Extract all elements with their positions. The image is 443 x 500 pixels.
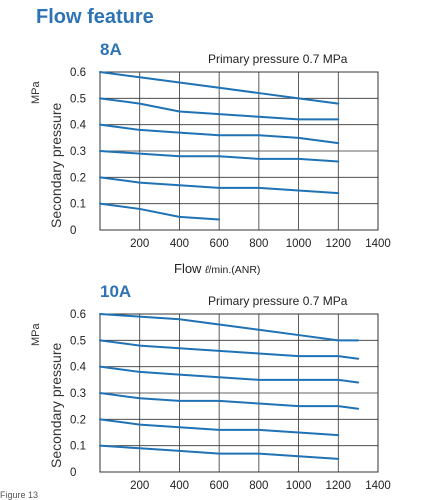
chart2-series-5	[99, 418, 340, 437]
chart1-ytick-label: 0.5	[70, 93, 86, 105]
chart1-xtick-label: 400	[170, 238, 189, 250]
chart1-xtick-label: 600	[210, 238, 229, 250]
chart2-xtick-label: 600	[210, 480, 229, 492]
chart2-series-1	[99, 313, 360, 342]
chart2-series-4	[99, 392, 360, 410]
chart2-ytick-label: 0.4	[70, 362, 87, 374]
chart2-xtick-label: 200	[130, 480, 149, 492]
chart1-xtick-label: 800	[249, 238, 268, 250]
page-title: Flow feature	[36, 6, 154, 28]
flow-label: Flow	[174, 261, 202, 276]
chart1-series-3	[99, 123, 340, 145]
chart1-ytick-label: 0.2	[70, 172, 86, 184]
chart1-ytick-label: 0	[70, 225, 76, 237]
chart2-xtick-label: 1200	[325, 480, 351, 492]
flow-unit-symbol: ℓ	[205, 264, 209, 276]
chart2-series-2	[99, 339, 360, 360]
x-axis-label: Flow ℓ/min.(ANR)	[174, 261, 260, 276]
chart1-series-1	[99, 71, 340, 105]
chart2-ytick-label: 0	[70, 467, 76, 479]
chart2-label: 10A	[100, 282, 132, 301]
chart1-xtick-label: 200	[130, 238, 149, 250]
chart2-series-6	[99, 444, 340, 460]
chart2-xtick-label: 1400	[365, 480, 391, 492]
chart2-ytick-label: 0.6	[70, 309, 86, 321]
chart2-xtick-label: 1000	[286, 480, 312, 492]
figure-caption: Figure 13	[0, 490, 39, 500]
chart1-ytick-label: 0.1	[70, 199, 86, 211]
chart1-label: 8A	[100, 40, 122, 59]
chart1-ytick-label: 0.6	[70, 67, 86, 79]
chart1-series-4	[99, 150, 340, 163]
flow-unit: /min.(ANR)	[208, 264, 261, 276]
chart1-xtick-label: 1200	[325, 238, 351, 250]
chart1-xtick-label: 1400	[365, 238, 391, 250]
chart2-ytick-label: 0.5	[70, 335, 86, 347]
chart1-series-6	[99, 202, 221, 221]
chart2-primary-note: Primary pressure 0.7 MPa	[208, 294, 348, 308]
chart2-ytick-label: 0.3	[70, 388, 86, 400]
chart1-ytick-label: 0.4	[70, 120, 87, 132]
chart1-series-5	[99, 176, 340, 195]
chart2-series-3	[99, 365, 360, 384]
chart2-xtick-label: 400	[170, 480, 189, 492]
chart1-primary-note: Primary pressure 0.7 MPa	[208, 52, 348, 66]
chart2-ytick-label: 0.2	[70, 414, 86, 426]
chart2-xtick-label: 800	[249, 480, 268, 492]
chart1-xtick-label: 1000	[286, 238, 312, 250]
chart1-ytick-label: 0.3	[70, 146, 86, 158]
chart1-series-2	[99, 97, 340, 121]
chart2-ytick-label: 0.1	[70, 441, 86, 453]
